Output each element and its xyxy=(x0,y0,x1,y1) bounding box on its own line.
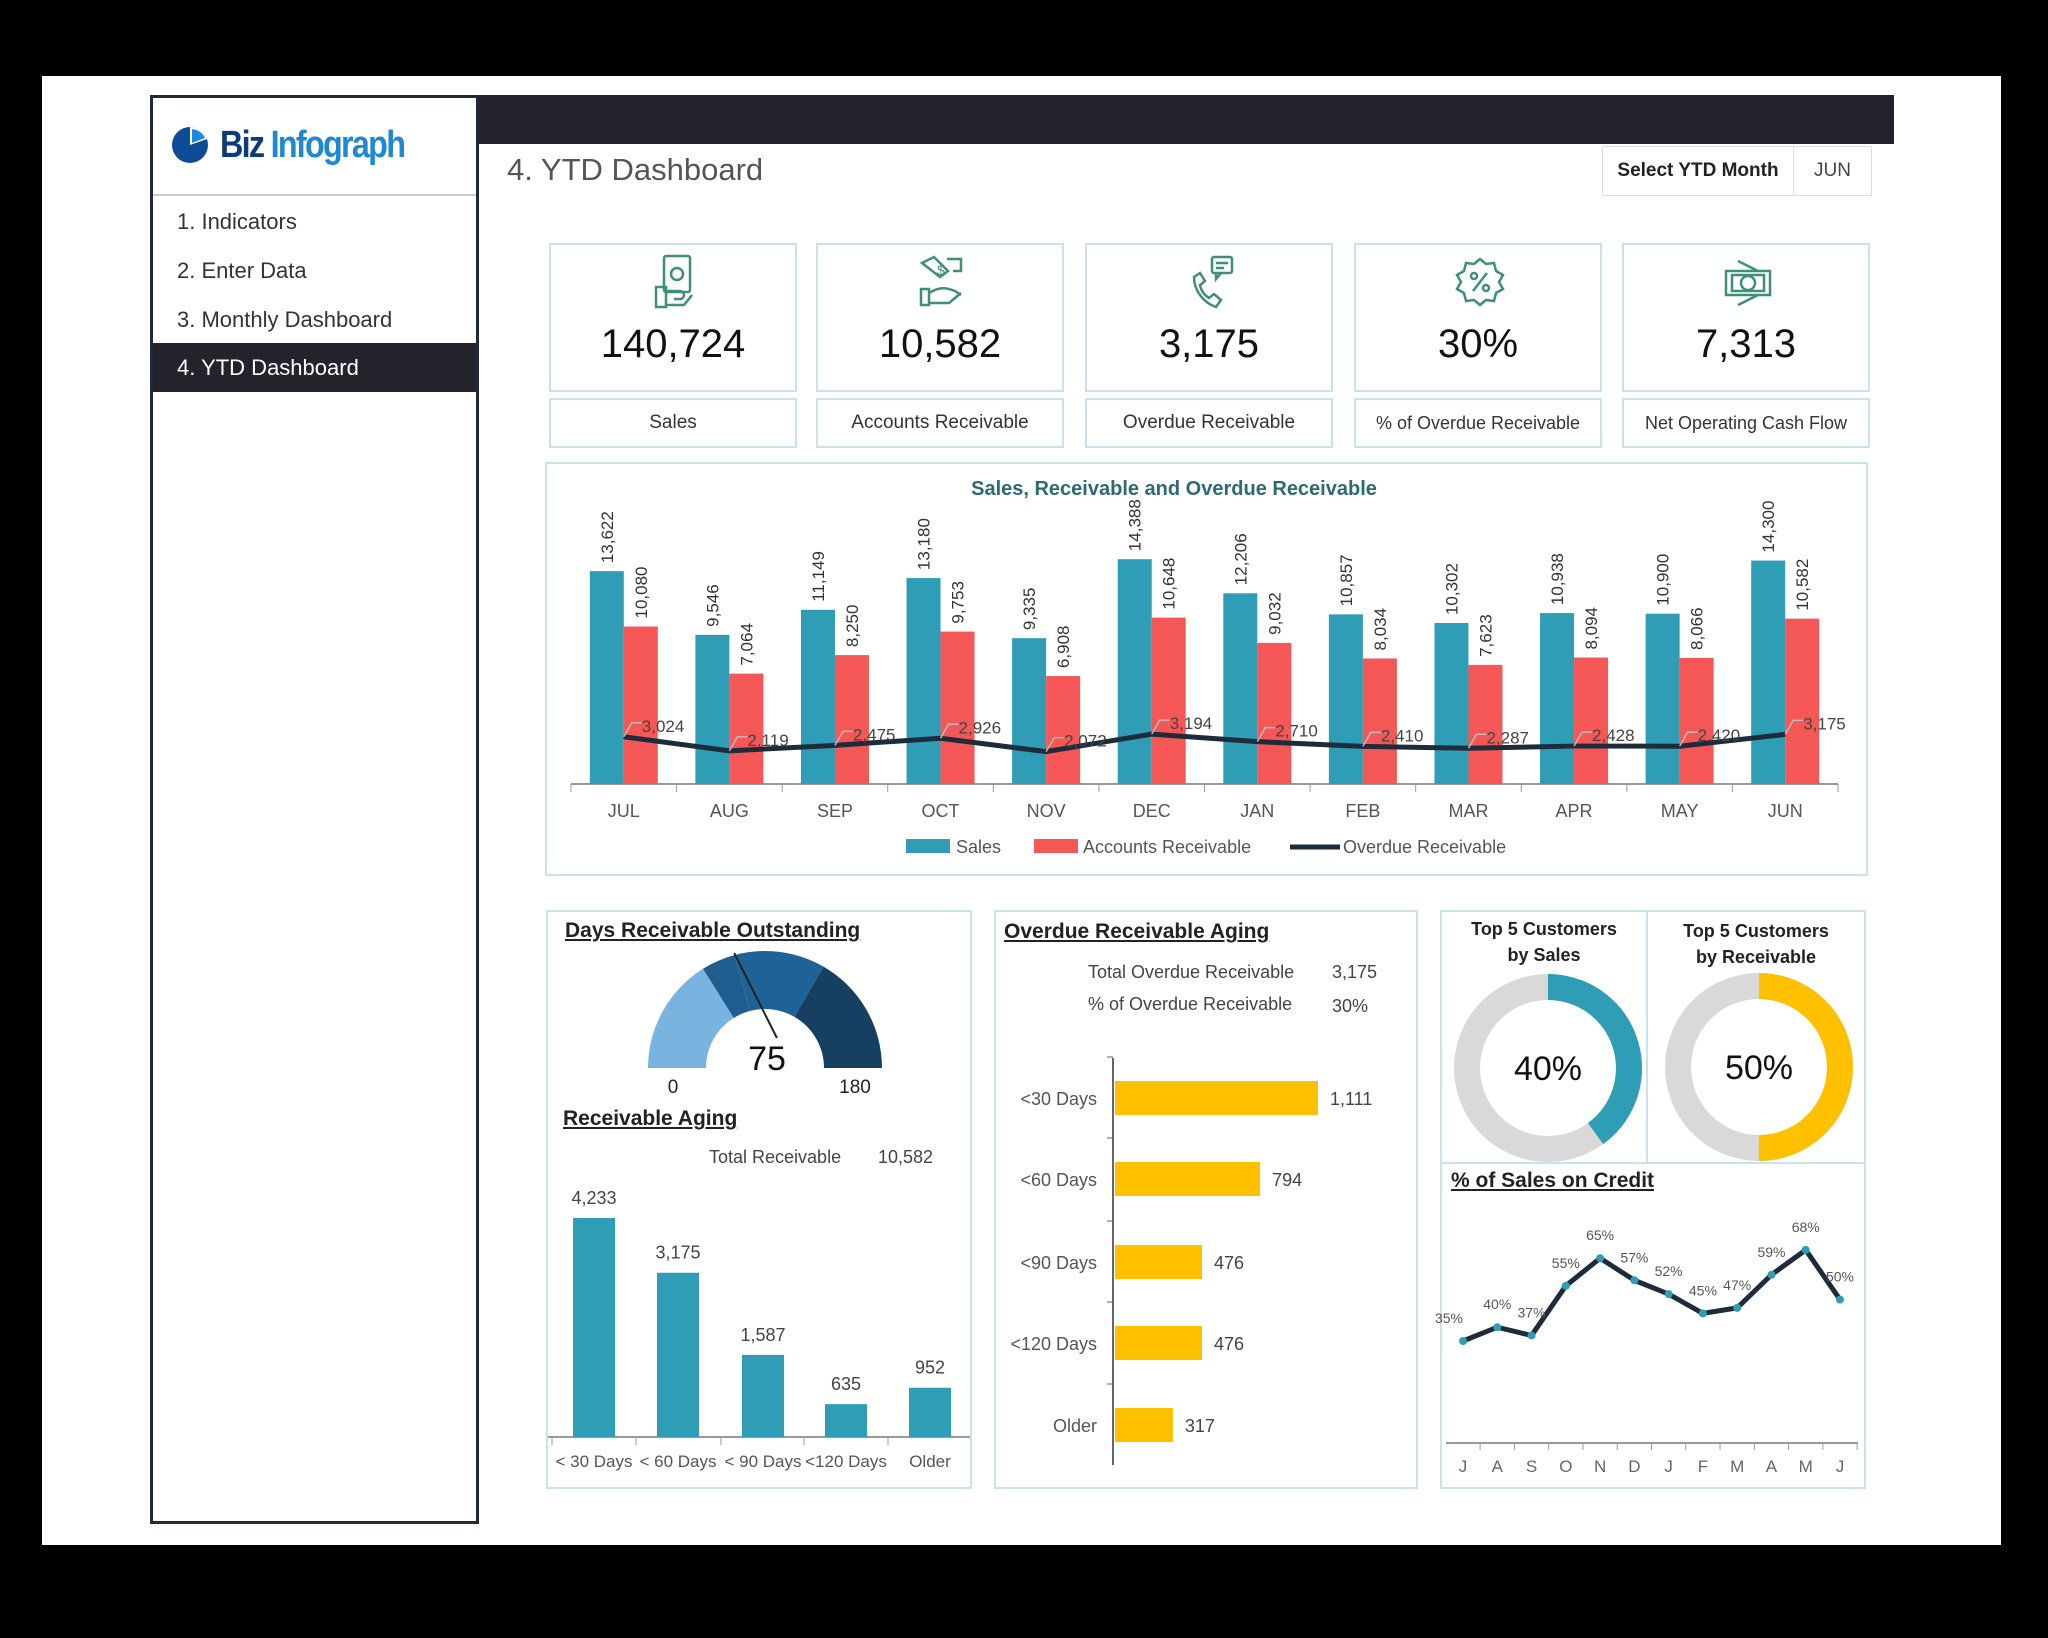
svg-text:$: $ xyxy=(937,262,945,278)
logo-text-biz: Biz xyxy=(220,123,265,166)
sidebar-item-enter-data[interactable]: 2. Enter Data xyxy=(177,258,307,283)
logo-text-infograph: Infograph xyxy=(270,123,406,166)
title-line: by Receivable xyxy=(1695,947,1817,967)
total-overdue-label: Total Overdue Receivable xyxy=(1088,962,1295,982)
kpi-value: 3,175 xyxy=(1158,322,1260,366)
page-title: 4. YTD Dashboard xyxy=(507,152,764,187)
kpi-value: 30% xyxy=(1437,322,1519,366)
top5-sales-title: Top 5 Customers by Sales xyxy=(1442,916,1646,968)
phone-message-icon xyxy=(1192,255,1234,309)
sidebar-item-monthly-dashboard[interactable]: 3. Monthly Dashboard xyxy=(177,307,393,332)
sidebar-item-ytd-dashboard[interactable]: 4. YTD Dashboard xyxy=(153,343,476,392)
ytd-month-value[interactable]: JUN xyxy=(1814,160,1851,181)
kpi-card-percent-overdue: 30% xyxy=(1354,243,1602,392)
title-line: by Sales xyxy=(1507,945,1581,965)
kpi-card-overdue-receivable: 3,175 xyxy=(1085,243,1333,392)
title-line: Top 5 Customers xyxy=(1683,921,1829,941)
sidebar xyxy=(150,95,479,1524)
kpi-card-net-operating-cash-flow: 7,313 xyxy=(1622,243,1870,392)
total-receivable-label: Total Receivable xyxy=(709,1147,842,1167)
percent-overdue-label: % of Overdue Receivable xyxy=(1088,994,1293,1014)
title-line: Top 5 Customers xyxy=(1471,919,1617,939)
kpi-value: 7,313 xyxy=(1695,322,1797,366)
total-receivable-value: 10,582 xyxy=(878,1147,934,1167)
sidebar-item-indicators[interactable]: 1. Indicators xyxy=(177,209,297,234)
kpi-value: 10,582 xyxy=(878,322,1002,366)
percent-overdue-value: 30% xyxy=(1332,996,1369,1016)
kpi-label-overdue-receivable: Overdue Receivable xyxy=(1085,398,1333,448)
divider xyxy=(153,194,476,196)
kpi-label-sales: Sales xyxy=(549,398,797,448)
sales-on-credit-title: % of Sales on Credit xyxy=(1451,1169,1655,1192)
logo[interactable]: Biz Infograph xyxy=(170,120,437,170)
total-overdue-value: 3,175 xyxy=(1332,962,1378,982)
ytd-month-label: Select YTD Month xyxy=(1603,147,1794,195)
kpi-label-net-operating-cash-flow: Net Operating Cash Flow xyxy=(1622,398,1870,448)
divider xyxy=(1646,912,1648,1162)
handshake-money-icon: $ xyxy=(919,255,963,307)
dro-title: Days Receivable Outstanding xyxy=(565,919,861,942)
days-receivable-panel xyxy=(546,910,972,1489)
overdue-aging-panel xyxy=(994,910,1418,1489)
kpi-card-sales: 140,724 xyxy=(549,243,797,392)
ytd-month-selector[interactable]: Select YTD Month JUN xyxy=(1602,146,1872,196)
banknote-icon xyxy=(1724,259,1772,307)
top-bar xyxy=(479,95,1894,144)
sales-receivable-chart-panel xyxy=(545,462,1868,876)
kpi-label-accounts-receivable: Accounts Receivable xyxy=(816,398,1064,448)
receivable-aging-title: Receivable Aging xyxy=(563,1107,738,1130)
top5-receivable-title: Top 5 Customers by Receivable xyxy=(1648,918,1864,970)
percent-badge-icon xyxy=(1455,257,1505,307)
pie-logo-icon xyxy=(172,126,208,163)
cash-in-hand-icon xyxy=(654,254,693,309)
kpi-value: 140,724 xyxy=(600,322,746,366)
divider xyxy=(1442,1162,1864,1164)
kpi-card-accounts-receivable: $ 10,582 xyxy=(816,243,1064,392)
customers-credit-panel xyxy=(1440,910,1866,1489)
overdue-aging-title: Overdue Receivable Aging xyxy=(1004,920,1270,943)
kpi-label-percent-overdue: % of Overdue Receivable xyxy=(1354,398,1602,448)
